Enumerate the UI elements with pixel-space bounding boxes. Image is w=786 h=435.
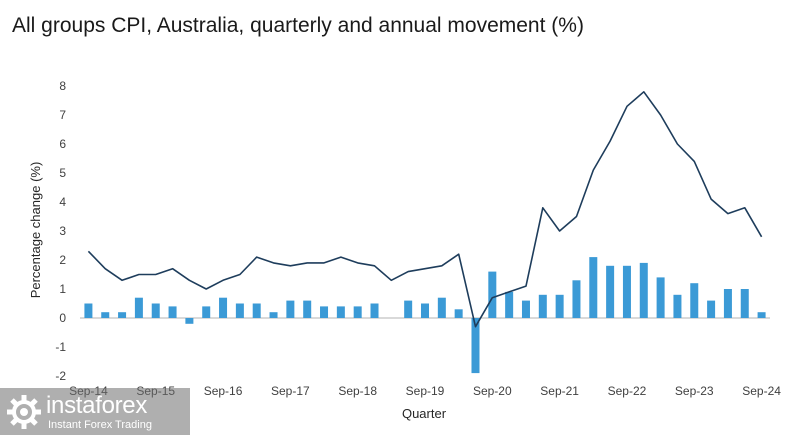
bar-Dec-22: [639, 262, 648, 318]
bar-Mar-20: [454, 309, 463, 318]
bar-Mar-22: [589, 257, 598, 318]
y-tick-label: 3: [59, 224, 66, 238]
bar-Dec-23: [707, 300, 716, 318]
y-tick-label: 0: [59, 311, 66, 325]
y-axis-label: Percentage change (%): [28, 162, 43, 299]
bar-Jun-19: [404, 300, 413, 318]
y-tick-label: 8: [59, 79, 66, 93]
y-tick-label: 1: [59, 282, 66, 296]
bar-Sep-24: [757, 312, 766, 318]
x-tick-label: Sep-17: [271, 384, 310, 398]
x-tick-label: Sep-22: [608, 384, 647, 398]
logo-name: instaforex: [46, 392, 148, 419]
x-tick-label: Sep-23: [675, 384, 714, 398]
bar-Dec-21: [572, 280, 581, 318]
bar-Jun-20: [471, 318, 480, 374]
bar-Dec-15: [168, 306, 177, 318]
bar-Mar-23: [656, 277, 665, 318]
bar-Dec-19: [437, 297, 446, 318]
y-tick-label: 2: [59, 253, 66, 267]
bar-Mar-24: [723, 289, 732, 318]
y-tick-label: 4: [59, 195, 66, 209]
bar-Mar-15: [118, 312, 127, 318]
x-tick-label: Sep-24: [742, 384, 781, 398]
bar-Jun-18: [336, 306, 345, 318]
x-tick-label: Sep-16: [204, 384, 243, 398]
bar-Mar-16: [185, 318, 194, 324]
instaforex-logo-icon: [7, 395, 41, 429]
bar-series: [84, 257, 766, 374]
x-tick-label: Sep-19: [406, 384, 445, 398]
bar-Jun-22: [606, 265, 615, 318]
y-tick-label: 5: [59, 166, 66, 180]
y-tick-label: -2: [55, 369, 66, 383]
instaforex-logo: instaforex Instant Forex Trading: [0, 388, 190, 435]
bar-Dec-14: [101, 312, 110, 318]
x-tick-label: Sep-20: [473, 384, 512, 398]
bar-Dec-17: [303, 300, 312, 318]
bar-Mar-21: [521, 300, 530, 318]
bar-Sep-17: [286, 300, 295, 318]
bar-Sep-20: [488, 271, 497, 318]
bar-Jun-21: [538, 294, 547, 318]
annual-movement-line: [87, 91, 763, 328]
bar-Jun-15: [134, 297, 143, 318]
bar-Dec-16: [235, 303, 244, 318]
y-tick-label: -1: [55, 340, 66, 354]
y-tick-label: 6: [59, 137, 66, 151]
y-axis-ticks: -2 -1 0 1 2 3 4 5 6 7 8: [55, 79, 66, 383]
chart-title: All groups CPI, Australia, quarterly and…: [12, 14, 584, 37]
bar-Sep-15: [151, 303, 160, 318]
bar-Mar-18: [320, 306, 329, 318]
x-axis-label: Quarter: [402, 406, 447, 421]
logo-tagline: Instant Forex Trading: [48, 419, 152, 431]
y-tick-label: 7: [59, 108, 66, 122]
x-tick-label: Sep-18: [338, 384, 377, 398]
bar-Jun-16: [202, 306, 211, 318]
bar-Dec-20: [505, 291, 514, 318]
bar-Sep-14: [84, 303, 93, 318]
bar-Sep-18: [353, 306, 362, 318]
bar-Jun-17: [269, 312, 278, 318]
bar-Sep-23: [690, 283, 699, 318]
bar-Dec-18: [370, 303, 379, 318]
bar-Sep-22: [622, 265, 631, 318]
bar-Mar-17: [252, 303, 261, 318]
bar-Sep-21: [555, 294, 564, 318]
bar-Sep-19: [421, 303, 429, 318]
x-tick-label: Sep-21: [540, 384, 579, 398]
bar-Jun-23: [673, 294, 682, 318]
bar-Sep-16: [219, 297, 228, 318]
bar-Jun-24: [740, 289, 749, 318]
